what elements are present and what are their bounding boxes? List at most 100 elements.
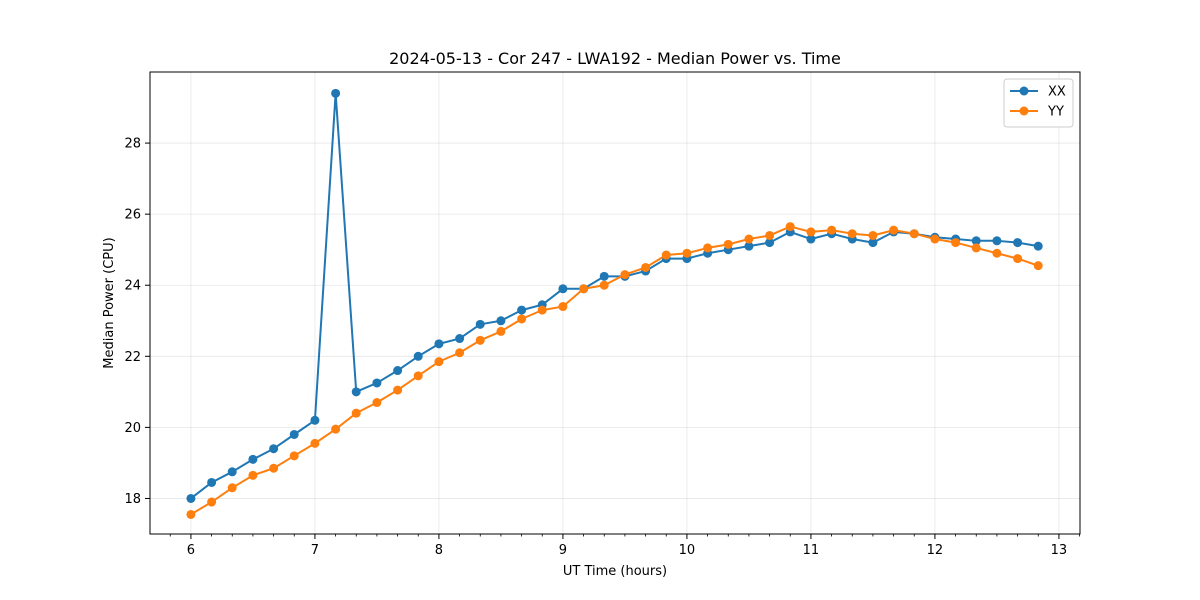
data-point-xx	[1013, 238, 1023, 248]
data-point-yy	[806, 227, 816, 237]
data-point-yy	[248, 470, 258, 480]
data-point-yy	[579, 284, 589, 294]
legend-swatch-marker-xx	[1019, 86, 1029, 96]
axes-frame	[149, 71, 1081, 535]
data-point-xx	[207, 477, 217, 487]
y-tick-label: 28	[124, 137, 141, 152]
y-tick-label: 24	[124, 279, 141, 294]
data-point-xx	[248, 454, 258, 464]
data-point-xx	[393, 366, 403, 376]
data-point-yy	[537, 305, 547, 315]
data-point-yy	[517, 314, 527, 324]
data-point-yy	[971, 243, 981, 253]
data-point-yy	[599, 280, 609, 290]
data-point-xx	[1033, 241, 1043, 251]
data-point-yy	[723, 239, 733, 249]
x-tick-label: 12	[927, 543, 944, 558]
data-point-xx	[806, 234, 816, 244]
data-point-yy	[475, 335, 485, 345]
data-point-xx	[289, 429, 299, 439]
data-point-xx	[992, 236, 1002, 246]
data-point-yy	[207, 497, 217, 507]
legend-swatch-marker-yy	[1019, 106, 1029, 116]
data-point-xx	[868, 238, 878, 248]
y-tick-label: 20	[124, 421, 141, 436]
data-point-yy	[951, 238, 961, 248]
data-point-xx	[186, 493, 196, 503]
x-tick-label: 7	[311, 543, 319, 558]
data-point-yy	[744, 234, 754, 244]
data-point-yy	[1013, 254, 1023, 264]
data-point-yy	[661, 250, 671, 260]
data-point-xx	[227, 467, 237, 477]
data-point-yy	[889, 225, 899, 235]
data-point-xx	[434, 339, 444, 349]
data-point-xx	[558, 284, 568, 294]
data-point-yy	[372, 398, 382, 408]
x-tick-label: 13	[1051, 543, 1068, 558]
data-point-xx	[413, 351, 423, 361]
data-point-yy	[1033, 261, 1043, 271]
data-point-xx	[496, 316, 506, 326]
x-tick-label: 6	[187, 543, 195, 558]
y-tick-label: 22	[124, 350, 141, 365]
data-point-xx	[351, 387, 361, 397]
data-point-xx	[971, 236, 981, 246]
data-point-yy	[558, 302, 568, 312]
y-tick-label: 26	[124, 208, 141, 223]
data-point-yy	[269, 463, 279, 473]
y-axis-label: Median Power (CPU)	[102, 237, 117, 368]
x-tick-label: 11	[803, 543, 820, 558]
x-tick-label: 8	[435, 543, 443, 558]
data-point-yy	[455, 348, 465, 358]
legend-item-xx: XX	[1010, 85, 1066, 100]
legend-item-yy: YY	[1010, 105, 1064, 120]
legend: XX YY	[1003, 78, 1074, 128]
data-point-yy	[682, 248, 692, 258]
legend-label-yy: YY	[1047, 105, 1064, 120]
data-point-yy	[641, 262, 651, 272]
data-point-yy	[496, 326, 506, 336]
x-tick-label: 9	[559, 543, 567, 558]
chart-title: 2024-05-13 - Cor 247 - LWA192 - Median P…	[389, 49, 841, 68]
data-point-yy	[930, 234, 940, 244]
data-point-yy	[310, 438, 320, 448]
data-point-yy	[909, 229, 919, 239]
x-axis-label: UT Time (hours)	[563, 564, 667, 579]
y-tick-label: 18	[124, 492, 141, 507]
data-point-xx	[765, 238, 775, 248]
data-point-yy	[765, 230, 775, 240]
legend-label-xx: XX	[1048, 85, 1066, 100]
data-point-yy	[186, 509, 196, 519]
data-point-yy	[847, 229, 857, 239]
data-point-yy	[289, 451, 299, 461]
data-point-yy	[351, 408, 361, 418]
data-point-xx	[475, 319, 485, 329]
series-yy	[186, 222, 1043, 519]
data-point-yy	[393, 385, 403, 395]
data-point-yy	[827, 225, 837, 235]
data-point-xx	[310, 415, 320, 425]
data-point-xx	[331, 88, 341, 98]
data-point-yy	[785, 222, 795, 232]
x-tick-label: 10	[679, 543, 696, 558]
data-point-yy	[434, 357, 444, 367]
data-point-yy	[331, 424, 341, 434]
data-point-yy	[868, 230, 878, 240]
data-point-xx	[455, 334, 465, 344]
data-point-xx	[517, 305, 527, 315]
data-point-xx	[599, 271, 609, 281]
data-point-xx	[372, 378, 382, 388]
series-layer	[186, 88, 1043, 519]
data-point-xx	[744, 241, 754, 251]
ticks: 6 7 8 9 10 11 12 13 18 20 22 24 26 28	[124, 137, 1080, 558]
data-point-yy	[620, 270, 630, 280]
data-point-xx	[269, 444, 279, 454]
data-point-yy	[227, 483, 237, 493]
grid	[150, 72, 1080, 534]
data-point-yy	[992, 248, 1002, 258]
data-point-yy	[703, 243, 713, 253]
data-point-yy	[413, 371, 423, 381]
